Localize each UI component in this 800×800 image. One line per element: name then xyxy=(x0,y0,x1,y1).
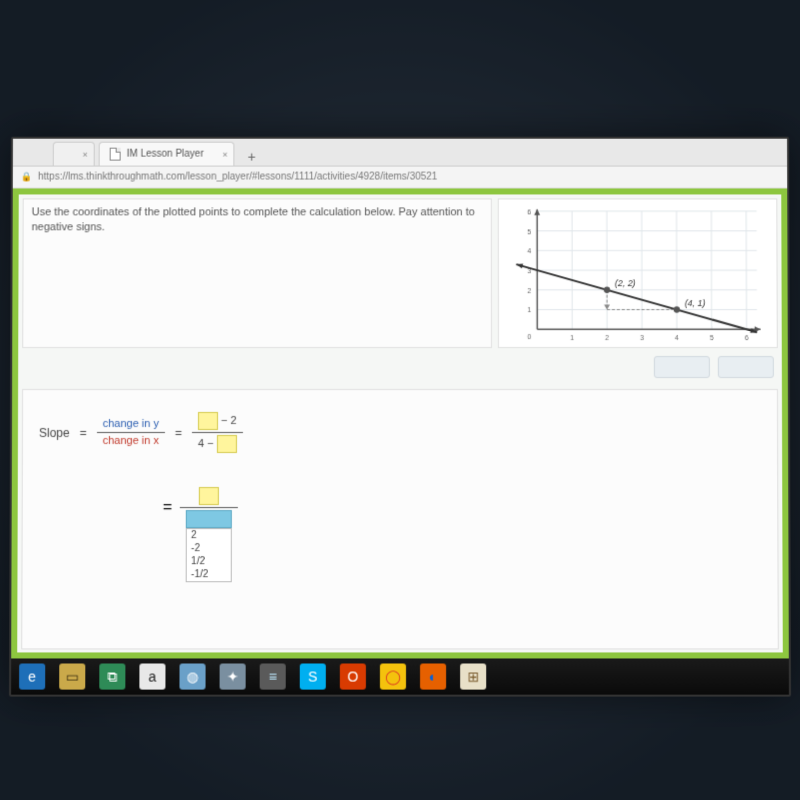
equals-sign: = xyxy=(163,499,172,517)
store-icon[interactable]: ⧉ xyxy=(99,663,125,689)
svg-text:4: 4 xyxy=(675,335,679,342)
svg-text:6: 6 xyxy=(527,209,531,216)
svg-text:2: 2 xyxy=(605,335,609,342)
dropdown-option[interactable]: 1/2 xyxy=(187,555,231,568)
svg-text:0: 0 xyxy=(528,334,532,341)
dropdown-selected[interactable] xyxy=(186,510,232,528)
svg-text:5: 5 xyxy=(710,335,714,342)
denominator-label: change in x xyxy=(97,433,165,449)
numerator-label: change in y xyxy=(97,416,165,432)
coordinate-graph: 1122334455660(2, 2)(4, 1) xyxy=(498,198,778,348)
dropdown-list[interactable]: 2-21/2-1/2 xyxy=(186,528,232,582)
slope-equation: Slope = change in y change in x = − 2 xyxy=(39,410,767,455)
taskbar: e ▭ ⧉ a ◍ ✦ ≡ SO ◯ ◐ ⊞ xyxy=(11,658,789,694)
tab-bar: × IM Lesson Player × + xyxy=(13,139,787,167)
chrome-icon[interactable]: ◯ xyxy=(380,663,406,689)
graph-svg: 1122334455660(2, 2)(4, 1) xyxy=(499,199,777,347)
equals-sign: = xyxy=(175,425,182,439)
denominator-expr: 4 − xyxy=(192,433,243,455)
action-button-row xyxy=(654,356,774,378)
browser-window: × IM Lesson Player × + 🔒 https://lms.thi… xyxy=(9,137,791,697)
address-bar: 🔒 https://lms.thinkthroughmath.com/lesso… xyxy=(13,167,787,189)
svg-text:6: 6 xyxy=(745,335,749,342)
grid-icon[interactable]: ⊞ xyxy=(460,663,486,689)
dropdown-option[interactable]: -1/2 xyxy=(187,568,231,581)
svg-text:3: 3 xyxy=(640,335,644,342)
blank-result-num[interactable] xyxy=(199,487,219,505)
svg-text:(4, 1): (4, 1) xyxy=(685,298,706,308)
ie-icon[interactable]: e xyxy=(19,663,45,689)
dropdown-option[interactable]: 2 xyxy=(187,529,231,542)
firefox-icon[interactable]: ◐ xyxy=(420,663,446,689)
svg-text:2: 2 xyxy=(527,288,531,295)
lock-icon: 🔒 xyxy=(21,172,32,183)
svg-text:(2, 2): (2, 2) xyxy=(615,278,636,288)
close-icon[interactable]: × xyxy=(222,149,227,159)
result-fraction: = 2-21/2-1/2 xyxy=(163,485,768,530)
url-text[interactable]: https://lms.thinkthroughmath.com/lesson_… xyxy=(38,172,437,183)
file-icon xyxy=(110,148,121,161)
tab-title: IM Lesson Player xyxy=(127,149,204,160)
button-left[interactable] xyxy=(654,356,710,378)
button-right[interactable] xyxy=(718,356,774,378)
fraction-labels: change in y change in x xyxy=(97,416,165,449)
tab-previous[interactable]: × xyxy=(53,142,95,166)
svg-text:1: 1 xyxy=(527,308,531,315)
skype-icon[interactable]: S xyxy=(300,663,326,689)
dropdown-option[interactable]: -2 xyxy=(187,542,231,555)
files-icon[interactable]: ▭ xyxy=(59,663,85,689)
fraction-values: − 2 4 − xyxy=(192,410,243,455)
app1-icon[interactable]: ◍ xyxy=(179,663,205,689)
page-chrome: Use the coordinates of the plotted point… xyxy=(11,188,789,658)
blank-y1[interactable] xyxy=(198,412,218,430)
app2-icon[interactable]: ✦ xyxy=(220,663,246,689)
lesson-content: Use the coordinates of the plotted point… xyxy=(17,194,783,652)
slope-label: Slope xyxy=(39,425,70,439)
numerator-expr: − 2 xyxy=(192,410,243,432)
tab-lesson-player[interactable]: IM Lesson Player × xyxy=(99,142,235,166)
app3-icon[interactable]: ≡ xyxy=(260,663,286,689)
amazon-icon[interactable]: a xyxy=(139,663,165,689)
instruction-text: Use the coordinates of the plotted point… xyxy=(32,206,475,233)
svg-text:4: 4 xyxy=(527,249,531,256)
svg-text:1: 1 xyxy=(570,335,574,342)
new-tab-button[interactable]: + xyxy=(243,148,261,166)
close-icon[interactable]: × xyxy=(82,149,87,159)
equals-sign: = xyxy=(80,425,87,439)
work-area: Slope = change in y change in x = − 2 xyxy=(21,389,779,649)
blank-x1[interactable] xyxy=(217,435,237,453)
instruction-panel: Use the coordinates of the plotted point… xyxy=(22,198,492,348)
svg-text:5: 5 xyxy=(527,229,531,236)
answer-dropdown[interactable]: 2-21/2-1/2 xyxy=(186,510,232,528)
office-icon[interactable]: O xyxy=(340,663,366,689)
